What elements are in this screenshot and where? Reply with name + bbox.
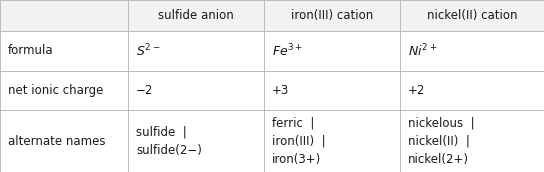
Text: iron(III) cation: iron(III) cation: [290, 9, 373, 22]
Text: iron(3+): iron(3+): [272, 153, 322, 166]
Bar: [0, 0, 544, 31]
Text: alternate names: alternate names: [8, 135, 106, 148]
Text: formula: formula: [8, 44, 54, 57]
Text: nickel(2+): nickel(2+): [408, 153, 469, 166]
Text: sulfide(2−): sulfide(2−): [136, 144, 202, 157]
Text: sulfide  |: sulfide |: [136, 126, 187, 138]
Text: iron(III)  |: iron(III) |: [272, 135, 326, 148]
Text: net ionic charge: net ionic charge: [8, 84, 103, 97]
Text: $\mathit{Fe}^{3+}$: $\mathit{Fe}^{3+}$: [272, 42, 303, 59]
Text: −2: −2: [136, 84, 153, 97]
Text: ferric  |: ferric |: [272, 116, 314, 130]
Text: nickel(II)  |: nickel(II) |: [408, 135, 470, 148]
Text: nickelous  |: nickelous |: [408, 116, 474, 130]
Text: $\mathit{Ni}^{2+}$: $\mathit{Ni}^{2+}$: [408, 42, 437, 59]
Text: +3: +3: [272, 84, 289, 97]
Text: +2: +2: [408, 84, 425, 97]
Text: $\mathit{S}^{2-}$: $\mathit{S}^{2-}$: [136, 42, 160, 59]
Text: sulfide anion: sulfide anion: [158, 9, 234, 22]
Text: nickel(II) cation: nickel(II) cation: [426, 9, 517, 22]
